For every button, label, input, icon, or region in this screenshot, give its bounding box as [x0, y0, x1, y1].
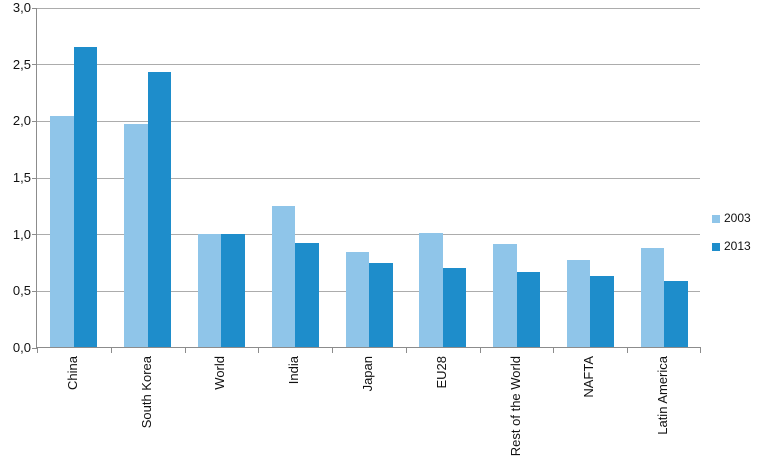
- legend-item-2013: 2013: [712, 238, 751, 255]
- x-axis-category-label: Rest of the World: [507, 356, 523, 457]
- bar-2013-latin-america: [664, 281, 688, 347]
- plot-area: [32, 7, 701, 353]
- legend-swatch-2013-icon: [712, 242, 720, 251]
- gridline: [37, 120, 700, 122]
- bar-2013-eu28: [442, 267, 467, 347]
- y-axis-tick-label: 0,5: [12, 283, 31, 299]
- legend: 2003 2013: [712, 210, 751, 255]
- legend-label-2013: 2013: [724, 239, 751, 253]
- bar-2003-japan: [345, 251, 369, 347]
- y-axis-tick: [32, 120, 37, 122]
- x-axis-tick: [332, 347, 334, 353]
- bar-2013-india: [295, 242, 319, 347]
- gridline: [37, 7, 700, 9]
- x-axis-category-label: EU28: [433, 356, 449, 389]
- x-axis-tick: [553, 347, 555, 353]
- x-axis-tick: [405, 347, 407, 353]
- bar-2003-india: [271, 206, 296, 347]
- bar-2003-rest-of-the-world: [493, 243, 517, 347]
- x-axis-tick: [258, 347, 260, 353]
- y-axis-tick: [32, 7, 37, 9]
- gridline: [37, 234, 700, 236]
- x-axis-tick: [37, 347, 38, 353]
- y-axis-tick: [32, 290, 37, 292]
- x-axis-category-label: World: [212, 356, 228, 390]
- bar-2003-nafta: [566, 259, 591, 347]
- y-axis-tick-label: 1,5: [12, 170, 31, 185]
- legend-swatch-2003-icon: [712, 214, 720, 223]
- x-axis-category-label: India: [286, 356, 302, 385]
- bar-2003-south-korea: [124, 123, 148, 347]
- gridline: [37, 64, 700, 66]
- y-axis-tick-label: 3,0: [12, 0, 31, 15]
- bar-2013-rest-of-the-world: [516, 272, 541, 347]
- x-axis-tick: [627, 347, 629, 353]
- y-axis-tick: [32, 64, 37, 66]
- bar-2003-eu28: [419, 232, 443, 347]
- bar-2003-china: [50, 115, 74, 347]
- y-axis-tick-label: 2,5: [12, 56, 31, 72]
- legend-item-2003: 2003: [712, 210, 751, 227]
- y-axis-tick: [32, 234, 37, 236]
- legend-label-2003: 2003: [724, 211, 751, 225]
- bar-2003-world: [197, 233, 222, 347]
- x-axis-category-label: Latin America: [655, 356, 671, 435]
- y-axis-tick: [32, 347, 37, 349]
- y-axis-tick-label: 0,0: [12, 340, 31, 355]
- x-axis-tick: [184, 347, 186, 353]
- x-axis-tick: [700, 347, 701, 353]
- gridline: [37, 177, 700, 179]
- x-axis-tick: [110, 347, 112, 353]
- bar-2013-nafta: [590, 275, 614, 347]
- bar-2013-world: [221, 233, 245, 347]
- x-axis-tick: [479, 347, 481, 353]
- y-axis-tick: [32, 177, 37, 179]
- bar-2013-china: [73, 46, 98, 347]
- bar-2013-japan: [369, 263, 393, 347]
- x-axis-category-label: Japan: [360, 356, 375, 392]
- y-axis-tick-label: 2,0: [12, 113, 31, 129]
- bar-2013-south-korea: [147, 71, 172, 347]
- x-axis-category-label: China: [64, 356, 80, 390]
- y-axis-tick-label: 1,0: [12, 226, 31, 242]
- x-axis-category-label: South Korea: [138, 356, 154, 429]
- x-axis-category-label: NAFTA: [581, 356, 597, 398]
- bar-2003-latin-america: [640, 248, 665, 347]
